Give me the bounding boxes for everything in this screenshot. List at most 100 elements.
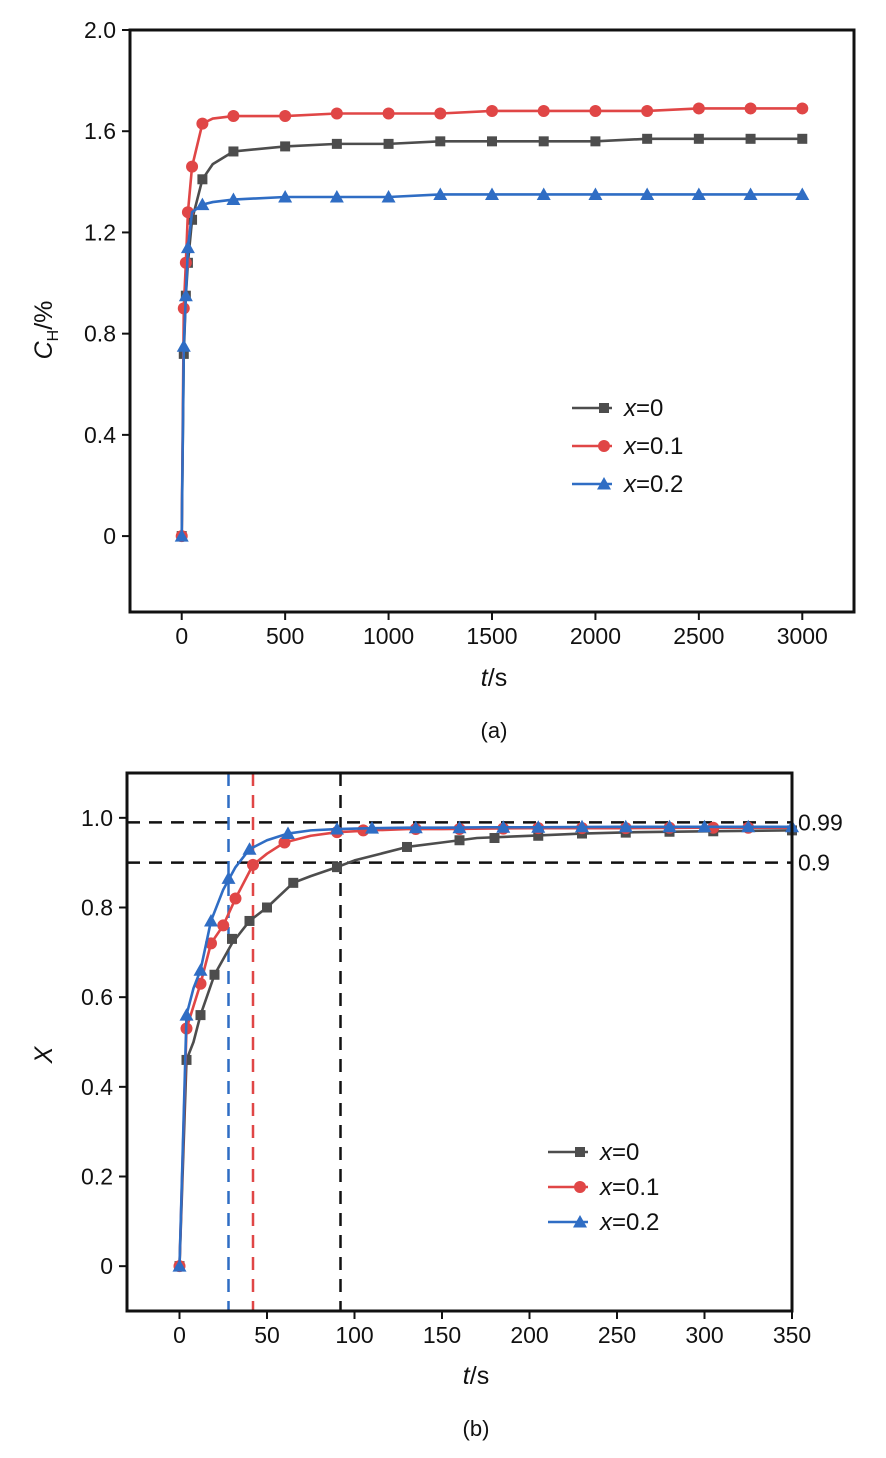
series-line-2	[178, 825, 792, 1267]
x-axis-label-a: t/s	[481, 664, 507, 692]
data-point	[489, 833, 500, 844]
data-point	[288, 877, 299, 888]
data-point	[741, 819, 756, 833]
data-point	[331, 138, 342, 149]
data-point	[381, 190, 396, 203]
y-tick-label: 0.8	[84, 321, 116, 347]
data-point	[590, 136, 601, 147]
data-point	[178, 288, 193, 302]
legend-label-rest: =0.1	[612, 1174, 659, 1201]
y-tick-label: 0.6	[81, 984, 113, 1010]
y-tick-label: 0.4	[81, 1074, 113, 1100]
data-point	[487, 136, 497, 147]
x-tick-label: 3000	[777, 623, 828, 649]
y-axis-label-b: X	[30, 1045, 58, 1064]
legend-label-rest: =0	[636, 395, 663, 422]
data-point	[588, 187, 603, 200]
legend-swatch-marker	[574, 1181, 586, 1193]
x-tick-label: 0	[175, 623, 188, 649]
data-point	[195, 1010, 206, 1021]
plot-area-b	[172, 819, 799, 1273]
legend-b: x=0x=0.1x=0.2	[548, 1139, 659, 1236]
data-point	[452, 820, 467, 834]
data-point	[365, 821, 379, 834]
legend-label-italic: x	[599, 1174, 613, 1201]
data-point	[383, 138, 394, 149]
data-point	[204, 913, 218, 927]
data-point	[692, 102, 705, 115]
data-point	[575, 819, 589, 833]
data-point	[217, 919, 230, 932]
data-point	[435, 136, 446, 147]
data-point	[745, 133, 756, 144]
y-axis-label-sub-a: H	[45, 330, 62, 342]
legend-swatch-marker	[599, 403, 609, 413]
legend-label: x=0	[599, 1139, 639, 1166]
x-tick-label: 100	[335, 1322, 373, 1348]
x-tick-label: 150	[423, 1322, 461, 1348]
data-point	[496, 820, 511, 833]
y-axis-label-a: CH/%	[30, 301, 62, 360]
data-point	[408, 820, 423, 834]
axes-b: 0 50 100 150 200 250 300 350 0 0.2 0.4 0.6 0.8 1.0	[81, 771, 811, 1348]
data-point	[697, 819, 712, 833]
x-tick-label: 1000	[363, 623, 414, 649]
series-2	[174, 187, 810, 542]
data-point	[242, 842, 257, 855]
data-point	[278, 190, 293, 203]
legend-label-italic: x	[623, 433, 637, 460]
series-1	[175, 102, 809, 543]
series-line-1	[180, 107, 803, 537]
data-point	[589, 104, 602, 117]
legend-label-rest: =0.1	[636, 433, 683, 460]
legend-label-rest: =0	[612, 1139, 639, 1166]
x-axis-label-italic-b: t	[463, 1362, 471, 1390]
data-point	[229, 892, 242, 905]
data-point	[743, 187, 758, 200]
data-point	[330, 822, 344, 835]
legend-item-0: x=0	[548, 1139, 639, 1166]
data-point	[228, 146, 239, 157]
chart-panel-a: 0 500 1000 1500 2000 2500 3000 0 0.4 0.8 1.2 1.6 2.0…	[30, 17, 856, 743]
legend-label: x=0.2	[599, 1209, 659, 1236]
legend-item-2: x=0.2	[572, 471, 683, 498]
legend-item-1: x=0.1	[548, 1174, 659, 1201]
data-point	[454, 835, 465, 846]
data-point	[640, 187, 655, 200]
series-line-2	[180, 193, 803, 537]
caption-b: (b)	[463, 1416, 490, 1441]
data-point	[179, 1008, 194, 1021]
legend-label: x=0	[623, 395, 663, 422]
data-point	[244, 915, 255, 926]
series-1	[173, 821, 792, 1273]
y-tick-label: 1.6	[84, 118, 116, 144]
y-axis-label-main-a: C	[30, 340, 58, 359]
plot-frame	[125, 771, 794, 1313]
legend-swatch-marker	[573, 1215, 587, 1228]
data-point	[279, 110, 292, 123]
legend-item-2: x=0.2	[548, 1209, 659, 1236]
legend-label-rest: =0.2	[636, 471, 683, 498]
data-point	[533, 830, 544, 841]
legend-item-0: x=0	[572, 395, 663, 422]
data-point	[193, 963, 208, 976]
data-point	[329, 190, 344, 203]
y-tick-label: 0.8	[81, 895, 113, 921]
data-point	[485, 187, 499, 200]
data-point	[538, 136, 549, 147]
legend-swatch-marker	[597, 477, 611, 490]
data-point	[247, 858, 259, 871]
plot-area-a	[174, 102, 810, 543]
data-point	[531, 820, 546, 833]
y-tick-label: 0.2	[81, 1164, 113, 1190]
x-tick-label: 200	[510, 1322, 548, 1348]
x-tick-label: 300	[685, 1322, 723, 1348]
x-tick-label: 500	[266, 623, 304, 649]
data-point	[186, 160, 199, 173]
data-point	[795, 187, 810, 200]
data-point	[537, 104, 550, 117]
data-point	[177, 302, 190, 315]
y-tick-label: 2.0	[84, 17, 116, 43]
data-point	[642, 133, 653, 144]
x-axis-label-unit-a: /s	[488, 664, 507, 692]
